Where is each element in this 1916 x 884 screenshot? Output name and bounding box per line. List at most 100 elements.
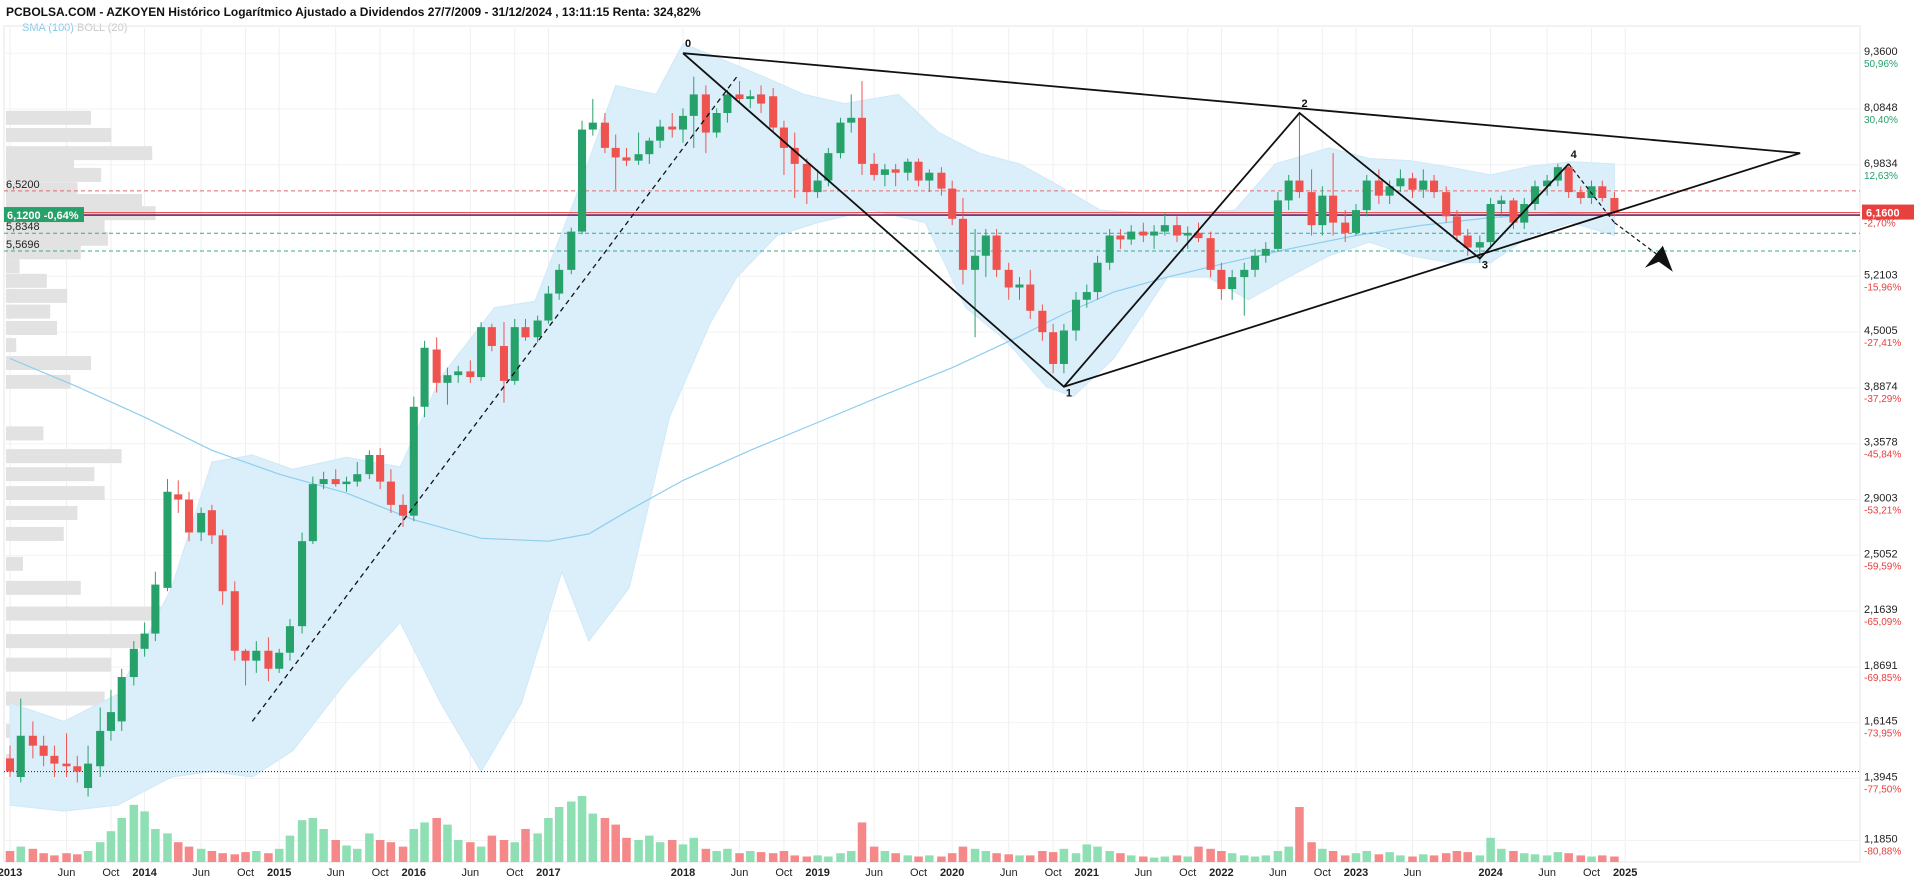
x-tick-label: Jun bbox=[192, 867, 210, 879]
candle-body bbox=[981, 235, 990, 256]
candle-body bbox=[1240, 269, 1249, 278]
candle-body bbox=[308, 484, 317, 542]
candle-body bbox=[477, 327, 486, 378]
x-tick-label: Oct bbox=[910, 867, 927, 879]
plot-frame bbox=[3, 25, 1861, 863]
candle-body bbox=[1587, 186, 1596, 199]
volume-bars bbox=[5, 796, 1619, 862]
volume-profile-bar bbox=[6, 128, 112, 143]
x-tick-label: Jun bbox=[1134, 867, 1152, 879]
volume-bar bbox=[1172, 855, 1182, 862]
sma-legend[interactable]: SMA (100) bbox=[22, 22, 74, 34]
volume-bar bbox=[689, 837, 699, 862]
volume-profile-bar bbox=[6, 320, 57, 335]
y-tick-pct: -27,41% bbox=[1864, 338, 1901, 349]
candle-body bbox=[376, 454, 385, 482]
volume-profile-bar bbox=[6, 449, 122, 464]
candle-body bbox=[1509, 200, 1518, 223]
volume-profile-bar bbox=[6, 182, 78, 197]
volume-bar bbox=[1497, 848, 1506, 862]
volume-bar bbox=[1318, 848, 1327, 862]
candle-body bbox=[1015, 284, 1024, 288]
candle-body bbox=[1150, 231, 1159, 236]
volume-profile-bar bbox=[6, 231, 108, 246]
candle-body bbox=[140, 633, 149, 649]
candle-body bbox=[1295, 180, 1304, 193]
candle-body bbox=[678, 115, 688, 130]
x-tick-label: 2025 bbox=[1613, 867, 1637, 879]
volume-bar bbox=[1429, 855, 1439, 862]
candle-body bbox=[73, 766, 82, 772]
y-tick-price: 8,0848 bbox=[1864, 102, 1898, 114]
volume-bar bbox=[453, 840, 463, 862]
x-tick-label: Oct bbox=[775, 867, 792, 879]
candle-body bbox=[836, 122, 845, 154]
volume-bar bbox=[1194, 846, 1203, 862]
candle-body bbox=[353, 474, 362, 482]
volume-bar bbox=[925, 855, 934, 862]
volume-bar bbox=[274, 848, 284, 862]
candle-body bbox=[466, 371, 475, 378]
volume-bar bbox=[207, 851, 217, 862]
volume-bar bbox=[533, 833, 542, 862]
candle-body bbox=[600, 122, 609, 148]
candle-body bbox=[1139, 231, 1148, 236]
candle-body bbox=[1038, 310, 1047, 333]
candle-body bbox=[1475, 242, 1484, 248]
volume-bar bbox=[1408, 856, 1417, 862]
volume-bar bbox=[1542, 855, 1552, 862]
candle-body bbox=[1430, 180, 1439, 193]
y-tick-pct: -45,84% bbox=[1864, 450, 1901, 461]
candle-body bbox=[1329, 195, 1338, 223]
candle-body bbox=[1284, 180, 1293, 201]
candle-body bbox=[5, 758, 15, 772]
candle-body bbox=[1452, 216, 1461, 236]
volume-bar bbox=[1261, 855, 1271, 862]
sma-line bbox=[9, 212, 1615, 542]
volume-bar bbox=[891, 853, 900, 862]
volume-profile-bar bbox=[6, 526, 64, 541]
volume-bar bbox=[756, 852, 766, 862]
x-tick-label: Jun bbox=[865, 867, 883, 879]
volume-bar bbox=[1295, 807, 1304, 862]
volume-profile bbox=[6, 110, 170, 769]
volume-bar bbox=[824, 856, 833, 862]
volume-bar bbox=[1038, 851, 1047, 862]
volume-bar bbox=[510, 842, 520, 862]
volume-bar bbox=[1183, 856, 1192, 862]
y-tick-price: 3,3578 bbox=[1864, 437, 1898, 449]
candle-body bbox=[948, 188, 957, 219]
x-tick-label: 2014 bbox=[132, 867, 157, 879]
candle-body bbox=[1206, 238, 1215, 270]
volume-bar bbox=[678, 844, 688, 862]
candle-body bbox=[723, 94, 732, 114]
candle-body bbox=[992, 235, 1001, 270]
candle-body bbox=[533, 320, 542, 338]
y-tick-price: 6,9834 bbox=[1864, 158, 1898, 170]
volume-bar bbox=[1071, 853, 1081, 862]
volume-bar bbox=[1374, 854, 1384, 862]
volume-bar bbox=[667, 840, 677, 862]
candle-body bbox=[264, 650, 273, 669]
candle-body bbox=[117, 677, 126, 722]
candle-body bbox=[555, 269, 564, 294]
candle-body bbox=[870, 163, 879, 175]
x-tick-label: Oct bbox=[1179, 867, 1196, 879]
volume-bar bbox=[466, 842, 475, 862]
volume-bar bbox=[588, 813, 598, 862]
volume-bar bbox=[140, 811, 149, 862]
volume-profile-bar bbox=[6, 304, 51, 319]
wave-label: 0 bbox=[685, 38, 691, 50]
candle-body bbox=[298, 541, 307, 627]
boll-legend[interactable]: BOLL (20) bbox=[77, 22, 128, 34]
price-levels bbox=[4, 190, 1860, 773]
y-tick-price: 1,8691 bbox=[1864, 660, 1898, 672]
candle-body bbox=[712, 113, 721, 133]
candle-body bbox=[857, 117, 867, 164]
volume-bar bbox=[420, 822, 429, 862]
candle-body bbox=[1261, 248, 1270, 256]
y-tick-pct: 30,40% bbox=[1864, 115, 1898, 126]
candle-body bbox=[790, 147, 799, 164]
candle-body bbox=[151, 584, 160, 634]
